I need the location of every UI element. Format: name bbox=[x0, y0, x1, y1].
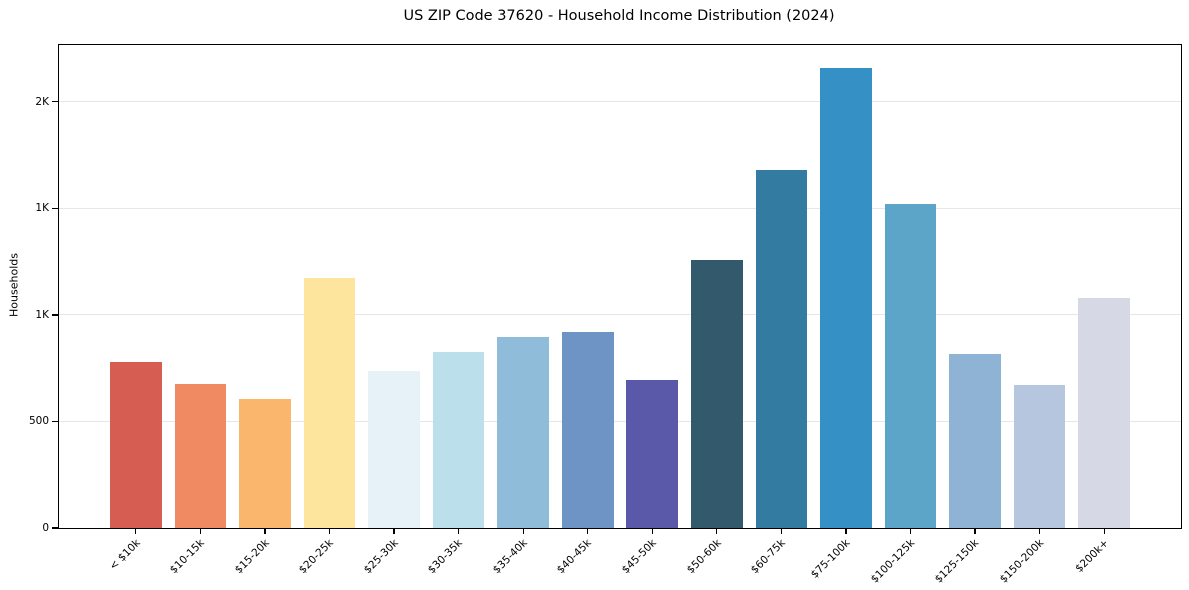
chart-title: US ZIP Code 37620 - Household Income Dis… bbox=[403, 8, 835, 24]
x-tick-label: $150-200k bbox=[997, 537, 1047, 586]
x-tick-label: $125-150k bbox=[933, 537, 982, 586]
x-tick-mark bbox=[716, 529, 718, 535]
bar bbox=[368, 371, 420, 528]
bar bbox=[626, 379, 679, 528]
gridline bbox=[59, 420, 1181, 422]
x-tick-mark bbox=[651, 529, 653, 535]
x-tick-mark bbox=[780, 529, 782, 535]
x-tick-label: $40-45k bbox=[555, 537, 595, 577]
x-tick-label: $25-30k bbox=[361, 537, 401, 577]
bar bbox=[820, 67, 872, 528]
x-tick-mark bbox=[393, 529, 395, 535]
x-tick-label: $100-125k bbox=[868, 537, 917, 586]
bar bbox=[884, 204, 937, 528]
x-tick-label: $35-40k bbox=[490, 537, 530, 577]
gridline bbox=[59, 314, 1181, 316]
x-tick-label: $60-75k bbox=[748, 537, 788, 577]
x-tick-label: $50-60k bbox=[684, 537, 724, 577]
y-tick-label: 1K bbox=[35, 308, 49, 321]
bar bbox=[691, 259, 743, 528]
bar bbox=[949, 354, 1001, 528]
bar bbox=[110, 361, 162, 528]
bar bbox=[497, 337, 549, 528]
x-tick-mark bbox=[264, 529, 266, 535]
x-tick-mark bbox=[199, 529, 201, 535]
x-tick-mark bbox=[458, 529, 460, 535]
plot-area: 0 500 1K 1K 2K < $10k $10-15k $15-20k $20-25k $25… bbox=[29, 44, 1182, 586]
x-tick-label: < $10k bbox=[106, 537, 143, 573]
y-tick-label: 0 bbox=[42, 522, 49, 534]
y-tick-mark bbox=[52, 527, 58, 529]
x-tick-label: $30-35k bbox=[425, 537, 466, 577]
x-tick-label: $20-25k bbox=[296, 537, 336, 577]
y-tick-label: 500 bbox=[28, 415, 49, 428]
y-tick-mark bbox=[52, 207, 58, 209]
x-tick-mark bbox=[522, 529, 524, 535]
y-tick-label: 1K bbox=[35, 202, 49, 215]
gridline bbox=[59, 101, 1181, 103]
y-tick-label: 2K bbox=[35, 95, 49, 108]
x-tick-mark bbox=[1103, 529, 1105, 535]
bar bbox=[1078, 297, 1130, 528]
x-tick-mark bbox=[845, 529, 847, 535]
gridline bbox=[59, 207, 1181, 209]
x-tick-mark bbox=[135, 529, 137, 535]
x-tick-label: $200k+ bbox=[1072, 537, 1111, 575]
bar bbox=[303, 277, 356, 528]
x-tick-label: $45-50k bbox=[619, 537, 659, 577]
bar bbox=[1013, 385, 1066, 528]
x-tick-label: $15-20k bbox=[232, 537, 272, 577]
bar bbox=[239, 399, 291, 528]
y-tick-mark bbox=[52, 101, 58, 103]
x-tick-mark bbox=[587, 529, 589, 535]
bar bbox=[174, 384, 227, 528]
y-tick-mark bbox=[52, 420, 58, 423]
bar bbox=[561, 332, 614, 528]
x-tick-label: $75-100k bbox=[808, 537, 853, 581]
bar bbox=[432, 352, 485, 528]
bar bbox=[755, 170, 808, 528]
x-tick-label: $10-15k bbox=[167, 537, 207, 577]
x-tick-mark bbox=[974, 529, 976, 535]
y-tick-mark bbox=[52, 314, 58, 316]
x-tick-mark bbox=[1039, 529, 1041, 535]
x-tick-mark bbox=[328, 529, 331, 535]
y-axis-label: Households bbox=[7, 253, 21, 317]
x-tick-mark bbox=[909, 529, 912, 535]
